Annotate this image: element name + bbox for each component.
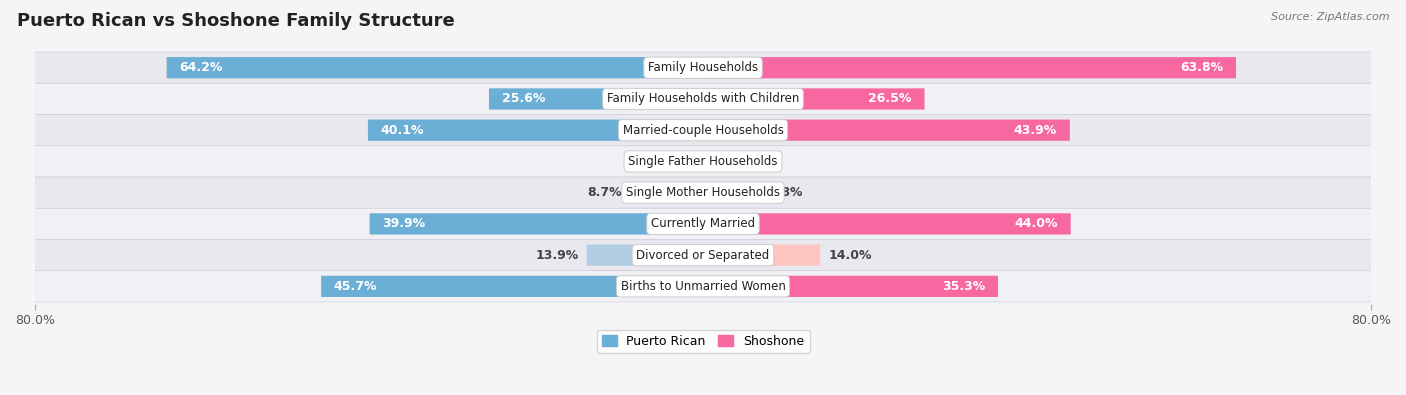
FancyBboxPatch shape (35, 208, 1371, 239)
Text: 13.9%: 13.9% (536, 248, 579, 261)
Legend: Puerto Rican, Shoshone: Puerto Rican, Shoshone (596, 330, 810, 353)
FancyBboxPatch shape (703, 182, 761, 203)
FancyBboxPatch shape (703, 57, 1236, 78)
Text: 64.2%: 64.2% (180, 61, 222, 74)
Text: 35.3%: 35.3% (942, 280, 986, 293)
Text: 63.8%: 63.8% (1180, 61, 1223, 74)
FancyBboxPatch shape (681, 151, 703, 172)
Text: Family Households: Family Households (648, 61, 758, 74)
Text: 8.7%: 8.7% (588, 186, 621, 199)
FancyBboxPatch shape (167, 57, 703, 78)
FancyBboxPatch shape (35, 271, 1371, 302)
Text: Puerto Rican vs Shoshone Family Structure: Puerto Rican vs Shoshone Family Structur… (17, 12, 454, 30)
FancyBboxPatch shape (630, 182, 703, 203)
Text: 6.8%: 6.8% (768, 186, 803, 199)
Text: 2.6%: 2.6% (638, 155, 673, 168)
Text: 26.5%: 26.5% (869, 92, 911, 105)
Text: Single Mother Households: Single Mother Households (626, 186, 780, 199)
Text: Divorced or Separated: Divorced or Separated (637, 248, 769, 261)
FancyBboxPatch shape (489, 88, 703, 109)
Text: 14.0%: 14.0% (828, 248, 872, 261)
Text: 43.9%: 43.9% (1014, 124, 1057, 137)
FancyBboxPatch shape (703, 276, 998, 297)
Text: 39.9%: 39.9% (382, 217, 426, 230)
FancyBboxPatch shape (703, 245, 820, 266)
FancyBboxPatch shape (370, 213, 703, 235)
Text: Births to Unmarried Women: Births to Unmarried Women (620, 280, 786, 293)
FancyBboxPatch shape (586, 245, 703, 266)
FancyBboxPatch shape (35, 115, 1371, 146)
FancyBboxPatch shape (35, 52, 1371, 83)
FancyBboxPatch shape (35, 83, 1371, 115)
Text: Family Households with Children: Family Households with Children (607, 92, 799, 105)
FancyBboxPatch shape (703, 88, 925, 109)
FancyBboxPatch shape (321, 276, 703, 297)
FancyBboxPatch shape (368, 120, 703, 141)
FancyBboxPatch shape (35, 146, 1371, 177)
Text: 25.6%: 25.6% (502, 92, 546, 105)
FancyBboxPatch shape (703, 151, 725, 172)
FancyBboxPatch shape (35, 239, 1371, 271)
Text: Married-couple Households: Married-couple Households (623, 124, 783, 137)
Text: 45.7%: 45.7% (335, 280, 377, 293)
Text: 2.6%: 2.6% (733, 155, 768, 168)
Text: Single Father Households: Single Father Households (628, 155, 778, 168)
Text: Source: ZipAtlas.com: Source: ZipAtlas.com (1271, 12, 1389, 22)
FancyBboxPatch shape (703, 213, 1070, 235)
Text: 44.0%: 44.0% (1014, 217, 1057, 230)
FancyBboxPatch shape (703, 120, 1070, 141)
FancyBboxPatch shape (35, 177, 1371, 208)
Text: Currently Married: Currently Married (651, 217, 755, 230)
Text: 40.1%: 40.1% (381, 124, 425, 137)
